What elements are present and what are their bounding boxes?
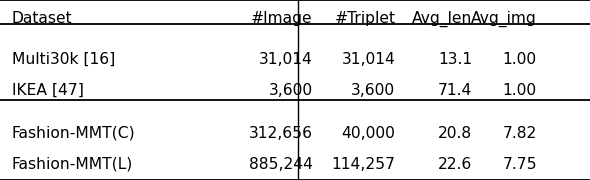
Text: 71.4: 71.4 xyxy=(438,83,472,98)
Text: IKEA [47]: IKEA [47] xyxy=(12,83,84,98)
Text: 40,000: 40,000 xyxy=(342,126,395,141)
Text: 7.82: 7.82 xyxy=(503,126,537,141)
Text: 312,656: 312,656 xyxy=(249,126,313,141)
Text: #Image: #Image xyxy=(251,11,313,26)
Text: 114,257: 114,257 xyxy=(332,157,395,172)
Text: Avg_img: Avg_img xyxy=(471,11,537,27)
Text: 13.1: 13.1 xyxy=(438,52,472,67)
Text: 31,014: 31,014 xyxy=(259,52,313,67)
Text: Avg_len: Avg_len xyxy=(412,11,472,27)
Text: 885,244: 885,244 xyxy=(249,157,313,172)
Text: #Triplet: #Triplet xyxy=(335,11,395,26)
Text: 7.75: 7.75 xyxy=(502,157,537,172)
Text: 20.8: 20.8 xyxy=(438,126,472,141)
Text: 22.6: 22.6 xyxy=(438,157,472,172)
Text: 3,600: 3,600 xyxy=(268,83,313,98)
Text: Fashion-MMT(C): Fashion-MMT(C) xyxy=(12,126,136,141)
Text: 1.00: 1.00 xyxy=(503,83,537,98)
Text: 3,600: 3,600 xyxy=(351,83,395,98)
Text: Dataset: Dataset xyxy=(12,11,73,26)
Text: Multi30k [16]: Multi30k [16] xyxy=(12,52,115,67)
Text: 31,014: 31,014 xyxy=(342,52,395,67)
Text: Fashion-MMT(L): Fashion-MMT(L) xyxy=(12,157,133,172)
Text: 1.00: 1.00 xyxy=(503,52,537,67)
